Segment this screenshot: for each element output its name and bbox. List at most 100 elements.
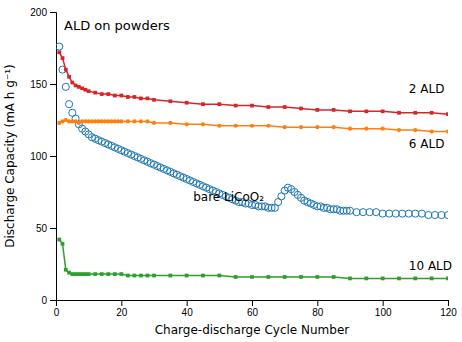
annotations: 2 ALD6 ALDbare LiCoO₂10 ALD <box>193 82 452 273</box>
data-point <box>364 277 368 281</box>
x-tick-label: 40 <box>182 307 194 318</box>
data-point <box>152 274 156 278</box>
data-point <box>80 86 84 90</box>
data-point <box>413 128 417 132</box>
data-point <box>430 111 434 115</box>
data-point <box>413 277 417 281</box>
y-tick: 0 <box>41 295 56 306</box>
data-point <box>113 94 117 98</box>
data-point <box>217 124 221 128</box>
y-tick-mark <box>50 12 56 13</box>
data-point <box>65 101 72 108</box>
data-point <box>100 92 104 96</box>
data-point <box>283 275 287 279</box>
data-point <box>266 275 270 279</box>
x-tick-mark <box>317 300 318 306</box>
x-axis-title: Charge-discharge Cycle Number <box>155 323 350 337</box>
x-tick-label: 60 <box>247 307 259 318</box>
data-point <box>446 129 448 133</box>
data-point <box>250 124 254 128</box>
data-point <box>84 272 88 276</box>
y-tick: 100 <box>30 151 56 162</box>
data-point <box>64 68 68 72</box>
x-tick: 80 <box>312 300 324 318</box>
data-point <box>217 102 221 106</box>
y-tick: 200 <box>30 7 56 18</box>
data-point <box>61 56 65 60</box>
y-tick-mark <box>50 156 56 157</box>
series <box>57 238 448 281</box>
data-point <box>77 272 81 276</box>
x-tick-label: 20 <box>116 307 128 318</box>
data-point <box>201 102 205 106</box>
data-point <box>348 127 352 131</box>
annotation: 2 ALD <box>409 82 445 96</box>
data-point <box>299 275 303 279</box>
y-tick-mark <box>50 84 56 85</box>
data-point <box>74 84 78 88</box>
data-point <box>444 211 448 218</box>
data-point <box>70 272 74 276</box>
data-point <box>315 108 319 112</box>
y-axis-title: Discharge Capacity (mA h g⁻¹) <box>3 64 17 247</box>
data-point <box>364 109 368 113</box>
data-point <box>397 277 401 281</box>
annotation: 6 ALD <box>409 137 445 151</box>
data-point <box>346 207 353 214</box>
series <box>56 43 448 219</box>
data-point <box>119 272 123 276</box>
data-point <box>126 274 130 278</box>
y-tick-mark <box>50 300 56 301</box>
data-point <box>266 124 270 128</box>
data-point <box>446 112 448 116</box>
annotation: bare LiCoO₂ <box>193 190 264 204</box>
data-point <box>397 128 401 132</box>
data-point <box>234 275 238 279</box>
data-point <box>185 101 189 105</box>
data-point <box>299 125 303 129</box>
data-point <box>61 242 65 246</box>
y-tick-label: 50 <box>36 223 48 234</box>
x-tick-mark <box>121 300 122 306</box>
x-tick: 40 <box>182 300 194 318</box>
data-point <box>250 104 254 108</box>
data-point <box>77 85 81 89</box>
data-point <box>185 274 189 278</box>
data-point <box>397 111 401 115</box>
y-tick-label: 100 <box>30 151 47 162</box>
data-point <box>57 50 61 54</box>
data-point <box>64 268 68 272</box>
data-point <box>133 95 137 99</box>
data-point <box>56 43 63 50</box>
data-point <box>381 277 385 281</box>
y-tick-label: 0 <box>41 295 47 306</box>
x-tick: 20 <box>116 300 128 318</box>
data-point <box>315 125 319 129</box>
data-point <box>70 81 74 85</box>
data-point <box>446 277 448 281</box>
data-point <box>145 119 149 123</box>
x-tick: 100 <box>375 300 392 318</box>
data-point <box>332 108 336 112</box>
series-line <box>59 120 448 132</box>
x-tick-label: 100 <box>375 307 392 318</box>
data-point <box>126 95 130 99</box>
data-point <box>332 125 336 129</box>
data-point <box>430 277 434 281</box>
data-point <box>348 109 352 113</box>
data-point <box>67 75 71 79</box>
data-point <box>57 238 61 242</box>
data-point <box>234 124 238 128</box>
data-point <box>217 274 221 278</box>
data-point <box>168 121 172 125</box>
y-tick: 150 <box>30 79 56 90</box>
data-point <box>87 272 91 276</box>
data-point <box>152 98 156 102</box>
plot: 0204060801001200501001502002 ALD6 ALDbar… <box>30 7 457 318</box>
data-point <box>84 88 88 92</box>
data-point <box>113 272 117 276</box>
data-point <box>152 121 156 125</box>
data-point <box>250 275 254 279</box>
marks <box>56 43 448 280</box>
data-point <box>299 107 303 111</box>
